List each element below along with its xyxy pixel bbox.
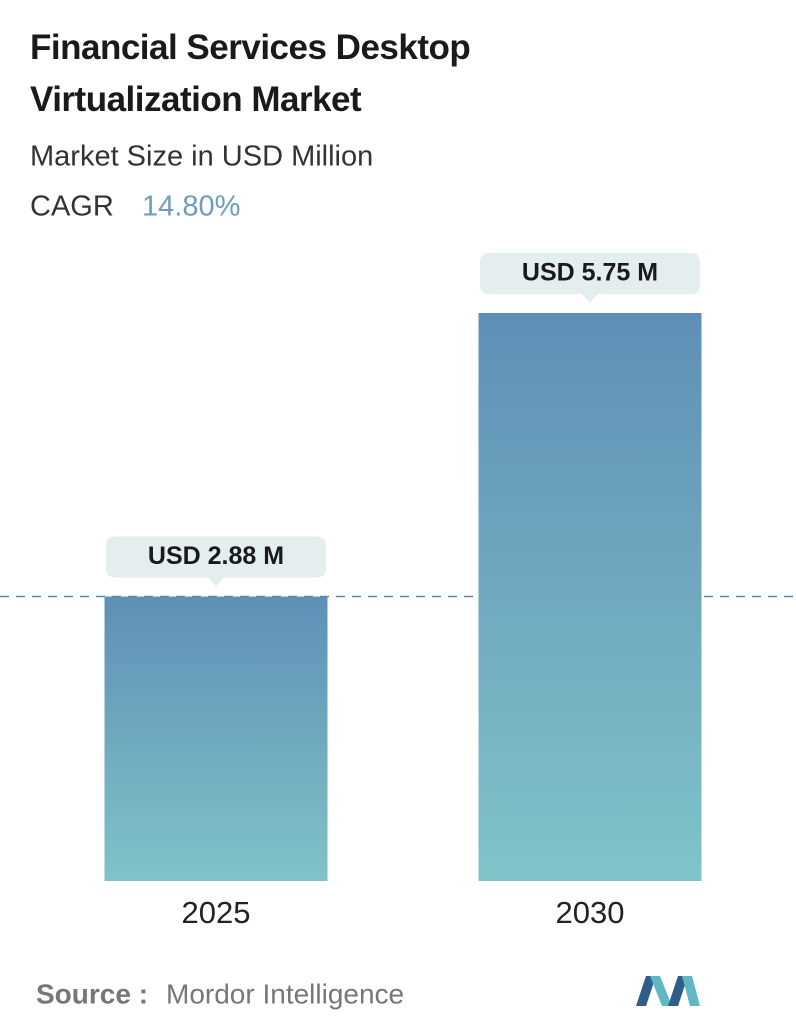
value-label: USD 5.75 M [522,259,658,287]
cagr-label: CAGR [30,191,114,223]
value-label: USD 2.88 M [148,542,284,570]
chart-title: Financial Services Desktop Virtualizatio… [30,28,471,119]
source-label: Source : [36,978,148,1009]
logo [636,976,700,1006]
value-label-pointer [207,576,225,587]
x-tick-label: 2025 [182,895,251,930]
source: Mordor Intelligence [166,978,404,1009]
x-tick-label: 2030 [556,895,625,930]
value-label-pointer [581,293,599,303]
subtitle: Market Size in USD Million [30,141,373,173]
bar [104,596,328,881]
value-label-box [106,536,326,578]
value-label-box [480,253,700,294]
bar [478,313,702,881]
cagr-value: 14.80% [142,191,240,223]
